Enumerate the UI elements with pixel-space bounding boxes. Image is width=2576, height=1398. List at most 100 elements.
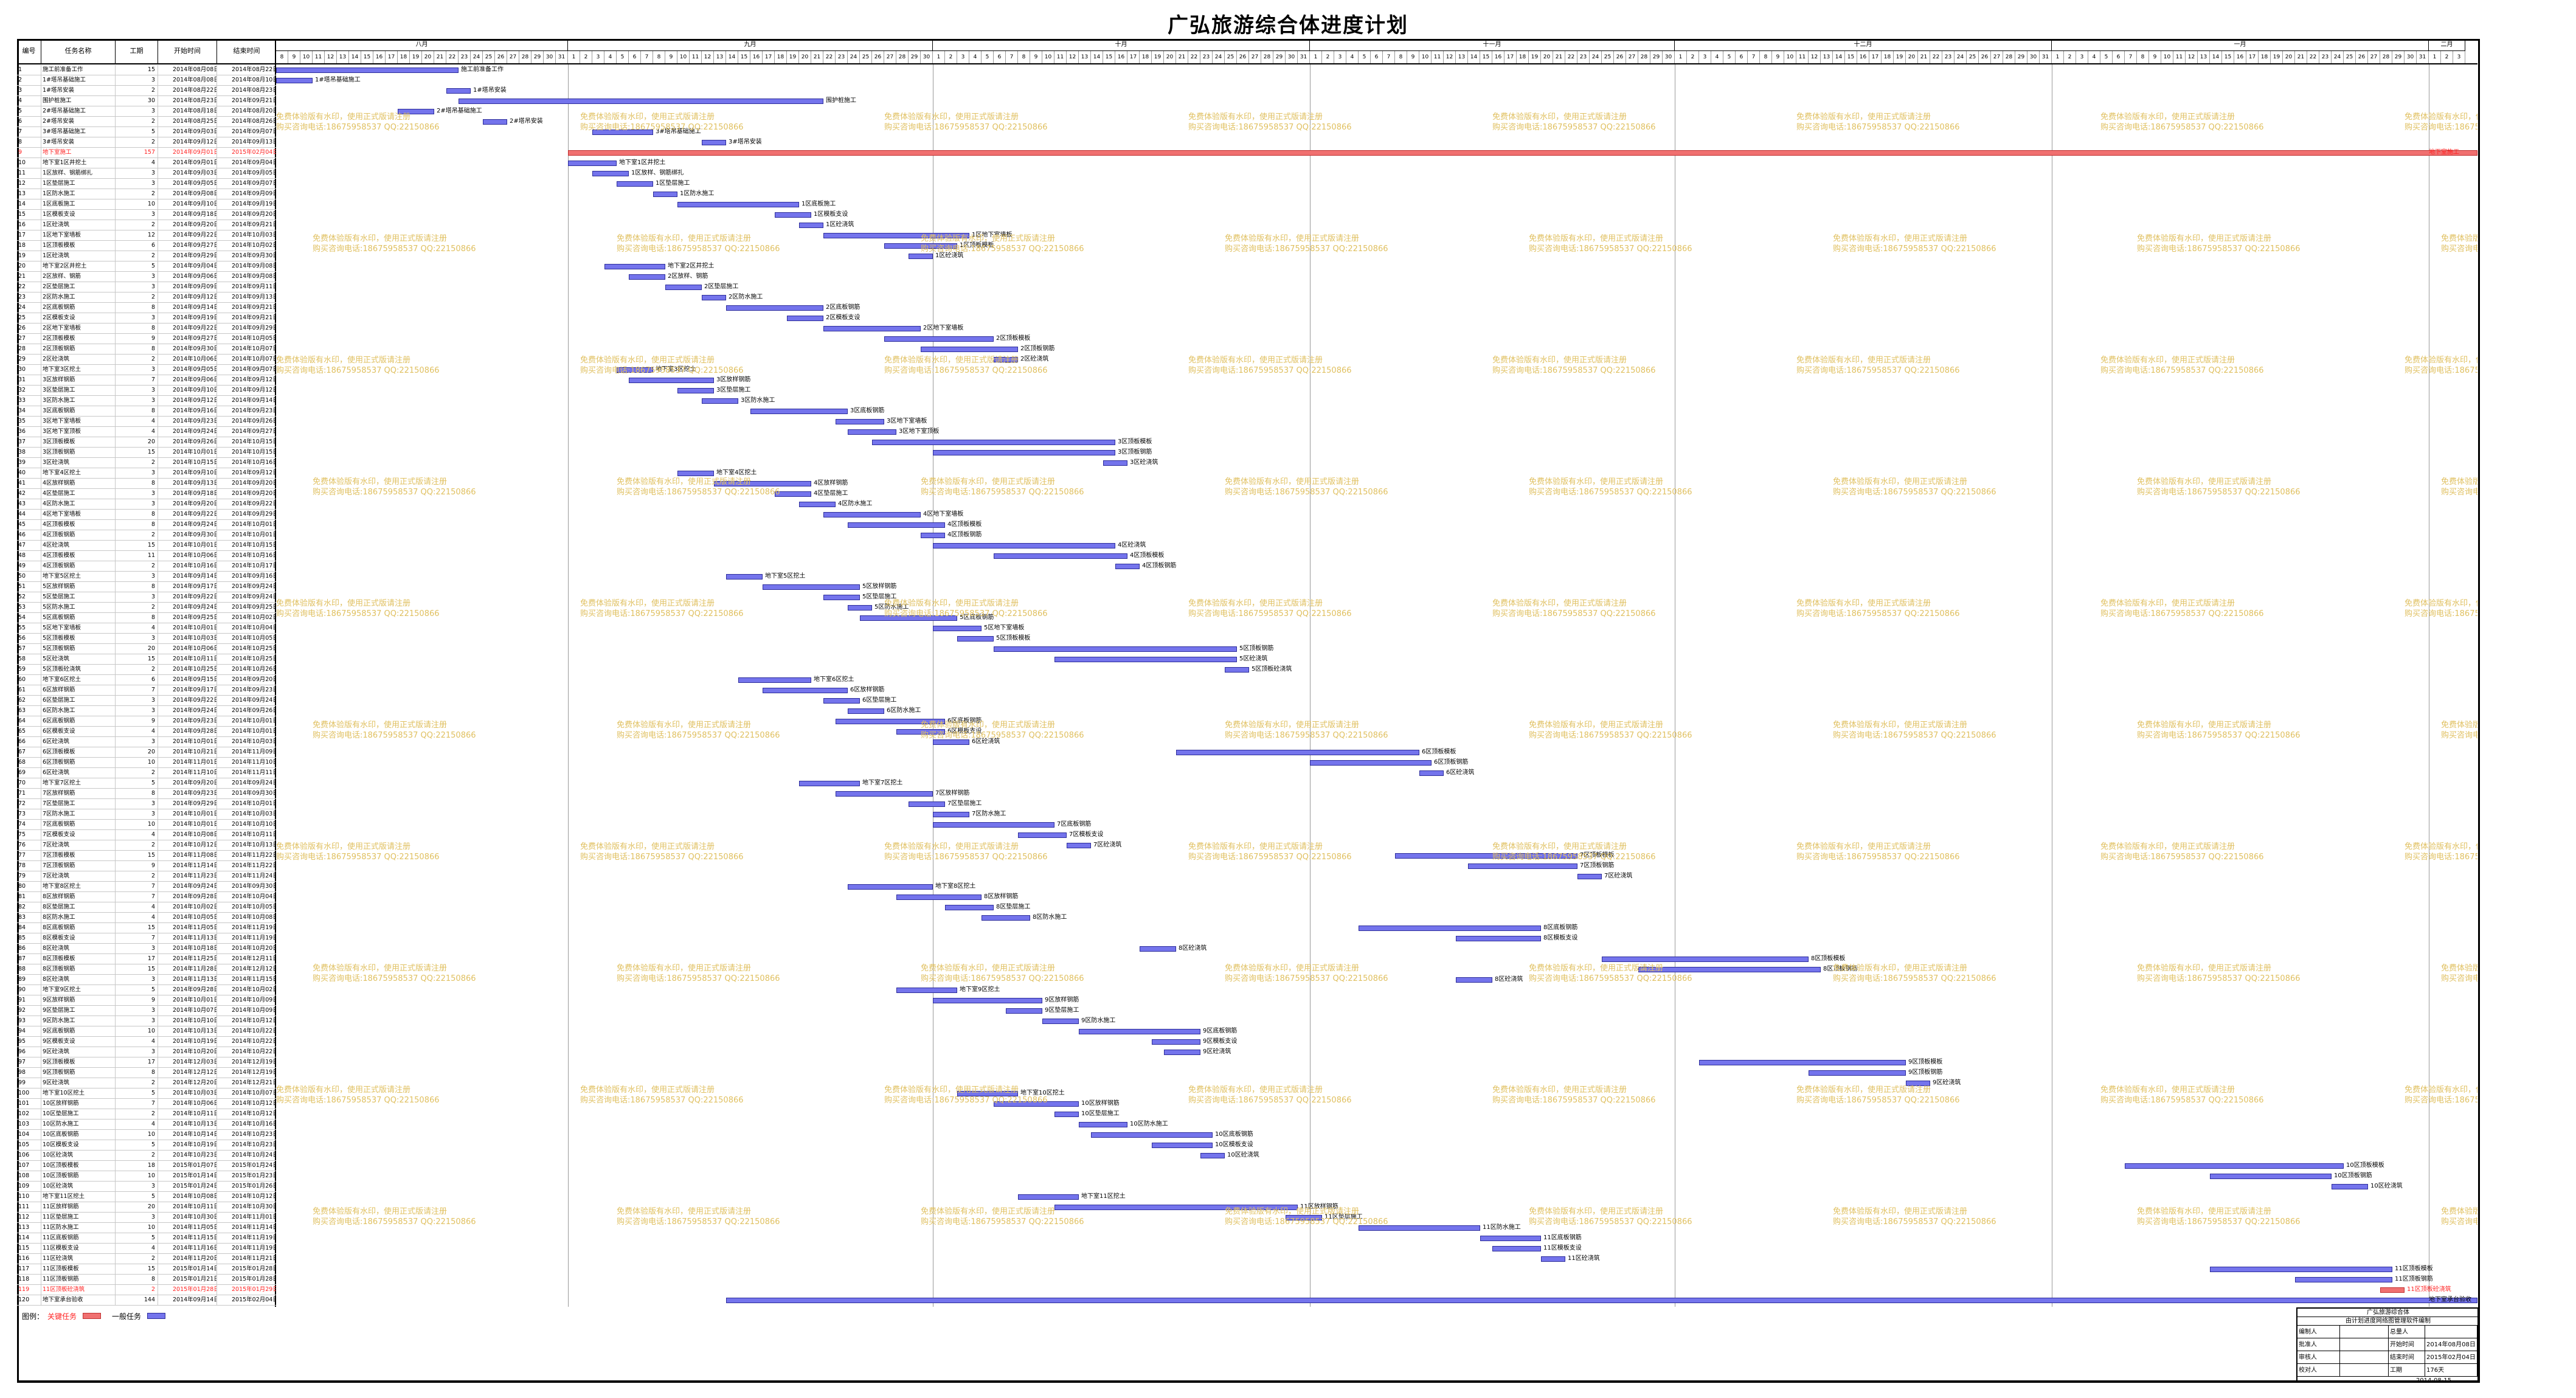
task-bar[interactable] — [921, 347, 1018, 352]
table-row[interactable]: 35 3区地下室墙板 4 2014年09月23日 2014年09月26日 — [17, 417, 276, 427]
task-bar[interactable] — [617, 181, 653, 187]
table-row[interactable]: 108 10区顶板钢筋 10 2015年01月14日 2015年01月23日 — [17, 1171, 276, 1182]
table-row[interactable]: 88 8区顶板钢筋 15 2014年11月28日 2014年12月12日 — [17, 964, 276, 975]
table-row[interactable]: 63 6区防水施工 3 2014年09月24日 2014年09月26日 — [17, 706, 276, 716]
table-row[interactable]: 7 3#塔吊基础施工 5 2014年09月03日 2014年09月07日 — [17, 127, 276, 137]
table-row[interactable]: 10 地下室1区井挖土 4 2014年09月01日 2014年09月04日 — [17, 158, 276, 168]
table-row[interactable]: 78 7区顶板钢筋 9 2014年11月14日 2014年11月22日 — [17, 861, 276, 871]
table-row[interactable]: 111 11区放样钢筋 20 2014年10月11日 2014年10月30日 — [17, 1202, 276, 1213]
table-row[interactable]: 74 7区底板钢筋 10 2014年10月01日 2014年10月10日 — [17, 820, 276, 830]
task-bar[interactable] — [945, 905, 994, 910]
table-row[interactable]: 62 6区垫层施工 3 2014年09月22日 2014年09月24日 — [17, 696, 276, 706]
table-row[interactable]: 27 2区顶板模板 9 2014年09月27日 2014年10月05日 — [17, 334, 276, 344]
table-row[interactable]: 77 7区顶板模板 15 2014年11月08日 2014年11月22日 — [17, 851, 276, 861]
table-row[interactable]: 52 5区垫层施工 3 2014年09月22日 2014年09月24日 — [17, 592, 276, 603]
task-bar[interactable] — [1359, 926, 1541, 931]
task-bar[interactable] — [665, 285, 702, 290]
table-row[interactable]: 24 2区底板钢筋 8 2014年09月14日 2014年09月21日 — [17, 303, 276, 313]
task-bar[interactable] — [823, 233, 969, 238]
table-row[interactable]: 49 4区顶板钢筋 2 2014年10月16日 2014年10月17日 — [17, 561, 276, 572]
task-bar[interactable] — [568, 150, 2477, 156]
task-bar[interactable] — [1079, 1122, 1127, 1127]
table-row[interactable]: 119 11区顶板砼浇筑 2 2015年01月28日 2015年01月29日 — [17, 1285, 276, 1295]
table-row[interactable]: 45 4区顶板模板 8 2014年09月24日 2014年10月01日 — [17, 520, 276, 530]
task-bar[interactable] — [1310, 760, 1432, 766]
task-bar[interactable] — [592, 130, 653, 135]
table-row[interactable]: 59 5区顶板砼浇筑 2 2014年10月25日 2014年10月26日 — [17, 665, 276, 675]
table-row[interactable]: 53 5区防水施工 2 2014年09月24日 2014年09月25日 — [17, 603, 276, 613]
table-row[interactable]: 84 8区底板钢筋 15 2014年11月05日 2014年11月19日 — [17, 923, 276, 933]
task-bar[interactable] — [726, 305, 823, 311]
task-bar[interactable] — [921, 533, 945, 538]
task-bar[interactable] — [750, 409, 848, 414]
table-row[interactable]: 85 8区模板支设 7 2014年11月13日 2014年11月19日 — [17, 933, 276, 944]
task-bar[interactable] — [568, 161, 617, 166]
table-row[interactable]: 81 8区放样钢筋 7 2014年09月28日 2014年10月04日 — [17, 892, 276, 902]
task-bar[interactable] — [1809, 1070, 1906, 1076]
table-row[interactable]: 102 10区垫层施工 2 2014年10月11日 2014年10月12日 — [17, 1109, 276, 1119]
task-bar[interactable] — [1054, 1112, 1079, 1117]
task-bar[interactable] — [1079, 1029, 1200, 1034]
table-row[interactable]: 71 7区放样钢筋 8 2014年09月23日 2014年09月30日 — [17, 789, 276, 799]
task-bar[interactable] — [398, 109, 434, 114]
table-row[interactable]: 47 4区砼浇筑 15 2014年10月01日 2014年10月15日 — [17, 541, 276, 551]
task-bar[interactable] — [702, 140, 726, 145]
table-row[interactable]: 23 2区防水施工 2 2014年09月12日 2014年09月13日 — [17, 292, 276, 303]
task-bar[interactable] — [957, 636, 994, 642]
table-row[interactable]: 86 8区砼浇筑 3 2014年10月18日 2014年10月20日 — [17, 944, 276, 954]
table-row[interactable]: 80 地下室8区挖土 7 2014年09月24日 2014年09月30日 — [17, 882, 276, 892]
task-bar[interactable] — [896, 988, 957, 993]
task-bar[interactable] — [1054, 657, 1237, 662]
table-row[interactable]: 16 1区砼浇筑 2 2014年09月20日 2014年09月21日 — [17, 220, 276, 230]
task-bar[interactable] — [1602, 957, 1809, 962]
table-row[interactable]: 30 地下室3区挖土 3 2014年09月05日 2014年09月07日 — [17, 365, 276, 375]
table-row[interactable]: 22 2区垫层施工 3 2014年09月09日 2014年09月11日 — [17, 282, 276, 292]
task-bar[interactable] — [799, 781, 860, 786]
table-row[interactable]: 25 2区模板支设 3 2014年09月19日 2014年09月21日 — [17, 313, 276, 324]
table-row[interactable]: 115 11区模板支设 4 2014年11月16日 2014年11月19日 — [17, 1244, 276, 1254]
task-bar[interactable] — [823, 595, 860, 600]
task-bar[interactable] — [702, 295, 726, 300]
task-bar[interactable] — [1042, 1019, 1079, 1024]
table-row[interactable]: 28 2区顶板钢筋 8 2014年09月30日 2014年10月07日 — [17, 344, 276, 355]
table-row[interactable]: 105 10区模板支设 5 2014年10月19日 2014年10月23日 — [17, 1140, 276, 1151]
table-row[interactable]: 118 11区顶板钢筋 8 2015年01月21日 2015年01月28日 — [17, 1275, 276, 1285]
table-row[interactable]: 75 7区模板支设 4 2014年10月08日 2014年10月11日 — [17, 830, 276, 840]
task-bar[interactable] — [276, 78, 313, 83]
table-row[interactable]: 36 3区地下室顶板 4 2014年09月24日 2014年09月27日 — [17, 427, 276, 437]
task-bar[interactable] — [1164, 1050, 1200, 1055]
task-bar[interactable] — [799, 223, 823, 228]
task-bar[interactable] — [702, 398, 738, 404]
table-row[interactable]: 3 1#塔吊安装 2 2014年08月22日 2014年08月23日 — [17, 86, 276, 96]
task-bar[interactable] — [933, 998, 1042, 1003]
task-bar[interactable] — [1480, 1236, 1541, 1241]
table-row[interactable]: 57 5区顶板钢筋 20 2014年10月06日 2014年10月25日 — [17, 644, 276, 654]
task-bar[interactable] — [459, 99, 823, 104]
table-row[interactable]: 50 地下室5区挖土 3 2014年09月14日 2014年09月16日 — [17, 572, 276, 582]
task-bar[interactable] — [994, 357, 1018, 362]
table-row[interactable]: 48 4区顶板模板 11 2014年10月06日 2014年10月16日 — [17, 551, 276, 561]
task-bar[interactable] — [872, 440, 1115, 445]
task-bar[interactable] — [994, 1101, 1079, 1107]
table-row[interactable]: 58 5区砼浇筑 15 2014年10月11日 2014年10月25日 — [17, 654, 276, 665]
task-bar[interactable] — [276, 67, 459, 73]
task-bar[interactable] — [848, 522, 945, 528]
table-row[interactable]: 99 9区砼浇筑 2 2014年12月20日 2014年12月21日 — [17, 1078, 276, 1088]
table-row[interactable]: 43 4区防水施工 3 2014年09月20日 2014年09月22日 — [17, 499, 276, 510]
task-bar[interactable] — [884, 336, 994, 342]
task-bar[interactable] — [1541, 1256, 1565, 1262]
table-row[interactable]: 14 1区底板施工 10 2014年09月10日 2014年09月19日 — [17, 199, 276, 210]
task-bar[interactable] — [1699, 1060, 1906, 1065]
table-row[interactable]: 69 6区砼浇筑 2 2014年11月10日 2014年11月11日 — [17, 768, 276, 778]
table-row[interactable]: 64 6区底板钢筋 9 2014年09月23日 2014年10月01日 — [17, 716, 276, 727]
table-row[interactable]: 56 5区顶板模板 3 2014年10月03日 2014年10月05日 — [17, 634, 276, 644]
table-row[interactable]: 61 6区放样钢筋 7 2014年09月17日 2014年09月23日 — [17, 685, 276, 696]
task-bar[interactable] — [738, 677, 811, 683]
table-row[interactable]: 42 4区垫层施工 3 2014年09月18日 2014年09月20日 — [17, 489, 276, 499]
table-row[interactable]: 17 1区地下室墙板 12 2014年09月22日 2014年10月03日 — [17, 230, 276, 241]
table-row[interactable]: 39 3区砼浇筑 2 2014年10月15日 2014年10月16日 — [17, 458, 276, 468]
task-bar[interactable] — [836, 719, 945, 724]
table-row[interactable]: 15 1区模板支设 3 2014年09月18日 2014年09月20日 — [17, 210, 276, 220]
table-row[interactable]: 117 11区顶板模板 15 2015年01月14日 2015年01月28日 — [17, 1264, 276, 1275]
table-row[interactable]: 66 6区砼浇筑 3 2014年10月01日 2014年10月03日 — [17, 737, 276, 747]
